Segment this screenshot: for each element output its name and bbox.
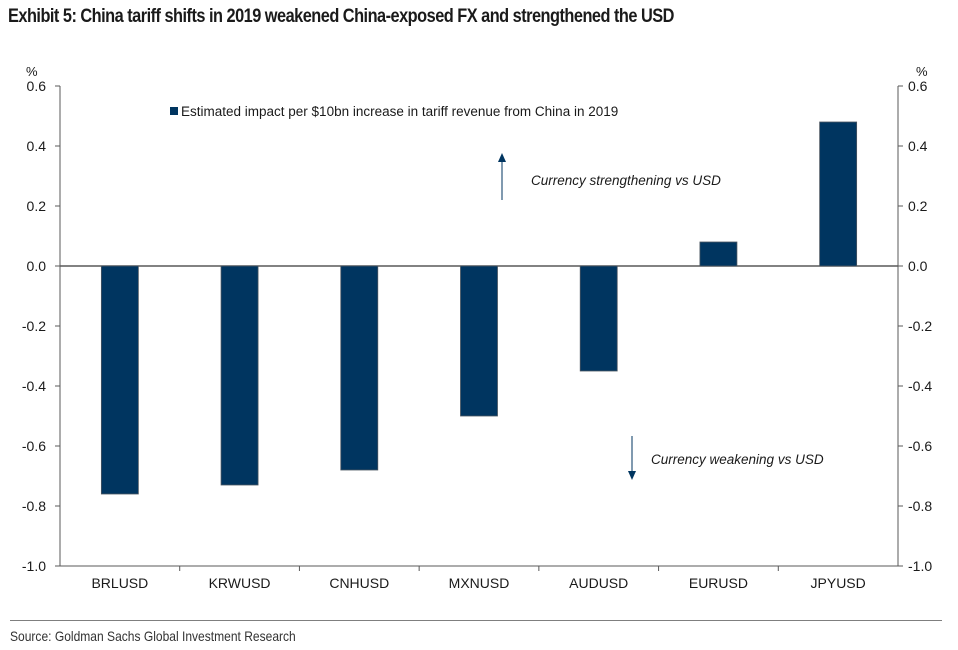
- up-arrow-icon: [498, 153, 506, 162]
- left-y-tick-label: 0.0: [27, 258, 47, 274]
- x-tick-label: AUDUSD: [569, 575, 628, 591]
- left-y-tick-label: 0.2: [27, 198, 47, 214]
- x-tick-label: BRLUSD: [91, 575, 148, 591]
- legend: Estimated impact per $10bn increase in t…: [170, 104, 618, 119]
- bar-krwusd: [220, 265, 259, 486]
- right-y-tick-label: -0.8: [908, 498, 932, 514]
- source-divider: [10, 620, 942, 621]
- left-y-tick-label: -0.4: [22, 378, 46, 394]
- bars: [100, 121, 858, 495]
- right-y-tick-label: -0.4: [908, 378, 932, 394]
- right-y-tick-label: -1.0: [908, 558, 932, 574]
- left-y-tick-label: -0.8: [22, 498, 46, 514]
- x-tick-label: EURUSD: [689, 575, 748, 591]
- right-y-tick-label: 0.6: [908, 78, 928, 94]
- legend-label: Estimated impact per $10bn increase in t…: [181, 104, 618, 119]
- bar-eurusd: [699, 241, 738, 267]
- down-arrow-icon: [628, 471, 636, 480]
- bar-chart: 0.6 0.6 0.4 0.4 0.2 0.2 0.0 0.0 -0.2 -0.2 -0.4 -0.4…: [22, 64, 932, 591]
- bar-brlusd: [100, 265, 139, 495]
- bar-audusd: [579, 265, 618, 372]
- annotations: Currency strengthening vs USD Currency w…: [498, 153, 824, 480]
- x-tick-label: JPYUSD: [811, 575, 866, 591]
- x-tick-label: MXNUSD: [449, 575, 510, 591]
- source-note: Source: Goldman Sachs Global Investment …: [10, 628, 296, 644]
- annotation-strengthening: Currency strengthening vs USD: [531, 173, 721, 188]
- labels: 0.6 0.6 0.4 0.4 0.2 0.2 0.0 0.0 -0.2 -0.2 -0.4 -0.4…: [22, 64, 932, 591]
- left-y-tick-label: 0.6: [27, 78, 47, 94]
- x-tick-label: CNHUSD: [329, 575, 389, 591]
- chart-title: Exhibit 5: China tariff shifts in 2019 w…: [8, 6, 674, 27]
- left-y-axis-unit: %: [26, 64, 38, 79]
- x-tick-label: KRWUSD: [209, 575, 271, 591]
- right-y-tick-label: 0.0: [908, 258, 928, 274]
- left-y-tick-label: -0.2: [22, 318, 46, 334]
- bar-jpyusd: [819, 121, 858, 267]
- right-y-tick-label: 0.2: [908, 198, 928, 214]
- annotation-weakening: Currency weakening vs USD: [651, 452, 824, 467]
- left-y-tick-label: -1.0: [22, 558, 46, 574]
- right-y-tick-label: -0.6: [908, 438, 932, 454]
- right-y-tick-label: 0.4: [908, 138, 928, 154]
- bar-mxnusd: [460, 265, 498, 417]
- legend-swatch: [170, 107, 178, 115]
- left-y-tick-label: -0.6: [22, 438, 46, 454]
- bar-cnhusd: [340, 265, 379, 471]
- right-y-axis-unit: %: [916, 64, 928, 79]
- left-y-tick-label: 0.4: [27, 138, 47, 154]
- right-y-tick-label: -0.2: [908, 318, 932, 334]
